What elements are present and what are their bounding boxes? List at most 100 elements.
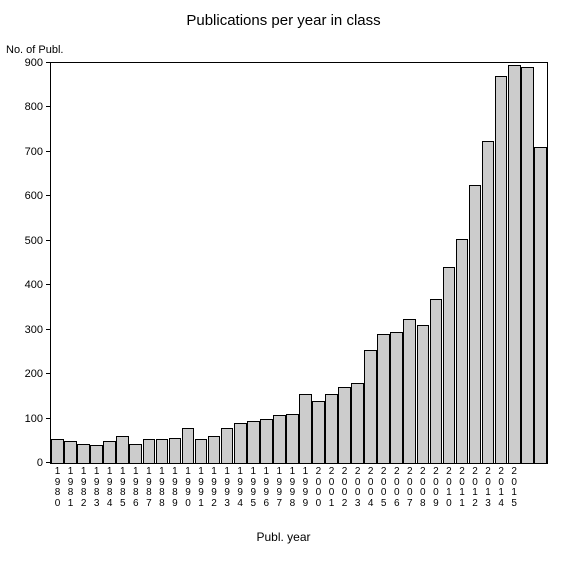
bar bbox=[469, 185, 482, 463]
y-tick-mark bbox=[46, 240, 51, 241]
x-tick-label: 1981 bbox=[64, 467, 77, 509]
x-label-cell: 2002 bbox=[338, 463, 351, 509]
x-label-cell: 2011 bbox=[455, 463, 468, 509]
bar bbox=[390, 332, 403, 463]
y-tick-label: 0 bbox=[37, 457, 51, 469]
x-tick-label: 1994 bbox=[234, 467, 247, 509]
x-label-cell: 1991 bbox=[195, 463, 208, 509]
x-label-cell: 2009 bbox=[429, 463, 442, 509]
x-label-cell: 1997 bbox=[273, 463, 286, 509]
y-tick-mark bbox=[46, 418, 51, 419]
x-axis-title: Publ. year bbox=[0, 530, 567, 544]
x-label-cell: 2010 bbox=[442, 463, 455, 509]
x-label-cell: 2006 bbox=[390, 463, 403, 509]
x-tick-label: 1983 bbox=[90, 467, 103, 509]
bar bbox=[430, 299, 443, 463]
x-label-cell: 1995 bbox=[247, 463, 260, 509]
x-label-cell: 2003 bbox=[351, 463, 364, 509]
bar bbox=[90, 445, 103, 463]
bar bbox=[534, 147, 547, 463]
bar bbox=[260, 419, 273, 463]
bar bbox=[273, 415, 286, 463]
bar bbox=[156, 439, 169, 463]
bar bbox=[403, 319, 416, 463]
x-tick-label: 1980 bbox=[51, 467, 64, 509]
x-tick-label: 1992 bbox=[208, 467, 221, 509]
y-axis-title: No. of Publ. bbox=[6, 44, 63, 56]
x-label-cell: 2007 bbox=[403, 463, 416, 509]
x-label-cell: 2008 bbox=[416, 463, 429, 509]
x-label-cell: 1990 bbox=[181, 463, 194, 509]
x-label-cell: 1988 bbox=[155, 463, 168, 509]
y-tick-label: 500 bbox=[25, 235, 51, 247]
x-tick-label: 2014 bbox=[495, 467, 508, 509]
x-label-cell: 1998 bbox=[286, 463, 299, 509]
bar bbox=[195, 439, 208, 463]
bar bbox=[208, 436, 221, 463]
x-label-cell: 2004 bbox=[364, 463, 377, 509]
bar bbox=[234, 423, 247, 463]
x-label-cell: 1982 bbox=[77, 463, 90, 509]
bar bbox=[417, 325, 430, 463]
x-label-cell: 2001 bbox=[325, 463, 338, 509]
x-label-cell: 2005 bbox=[377, 463, 390, 509]
bar bbox=[325, 394, 338, 463]
x-label-cell bbox=[521, 463, 534, 509]
bars-container bbox=[51, 63, 547, 463]
y-tick-label: 100 bbox=[25, 413, 51, 425]
x-label-cell: 2000 bbox=[312, 463, 325, 509]
x-label-cell: 1999 bbox=[299, 463, 312, 509]
bar bbox=[169, 438, 182, 463]
x-labels: 1980198119821983198419851986198719881989… bbox=[51, 463, 547, 509]
x-tick-label: 1991 bbox=[195, 467, 208, 509]
x-label-cell: 1983 bbox=[90, 463, 103, 509]
bar bbox=[182, 428, 195, 463]
x-label-cell: 1994 bbox=[234, 463, 247, 509]
bar bbox=[482, 141, 495, 463]
x-tick-label: 1985 bbox=[116, 467, 129, 509]
bar bbox=[64, 441, 77, 463]
bar bbox=[116, 436, 129, 463]
y-tick-label: 700 bbox=[25, 146, 51, 158]
x-tick-label: 2007 bbox=[403, 467, 416, 509]
x-tick-label: 1984 bbox=[103, 467, 116, 509]
x-label-cell: 1992 bbox=[208, 463, 221, 509]
x-label-cell: 1984 bbox=[103, 463, 116, 509]
x-tick-label: 2009 bbox=[429, 467, 442, 509]
x-tick-label: 1988 bbox=[155, 467, 168, 509]
x-label-cell: 2015 bbox=[508, 463, 521, 509]
y-tick-label: 400 bbox=[25, 279, 51, 291]
y-tick-mark bbox=[46, 62, 51, 63]
x-label-cell: 1987 bbox=[142, 463, 155, 509]
bar bbox=[377, 334, 390, 463]
y-tick-label: 300 bbox=[25, 324, 51, 336]
x-tick-label: 2000 bbox=[312, 467, 325, 509]
x-tick-label: 1998 bbox=[286, 467, 299, 509]
x-tick-label: 1995 bbox=[247, 467, 260, 509]
x-label-cell: 2014 bbox=[495, 463, 508, 509]
bar bbox=[103, 441, 116, 463]
x-tick-label: 1986 bbox=[129, 467, 142, 509]
x-label-cell: 1993 bbox=[221, 463, 234, 509]
y-tick-label: 200 bbox=[25, 368, 51, 380]
y-tick-mark bbox=[46, 373, 51, 374]
x-label-cell: 2013 bbox=[482, 463, 495, 509]
y-tick-mark bbox=[46, 284, 51, 285]
x-tick-label: 2013 bbox=[482, 467, 495, 509]
bar bbox=[286, 414, 299, 463]
x-tick-label: 2011 bbox=[455, 467, 468, 509]
x-tick-label: 1990 bbox=[181, 467, 194, 509]
x-label-cell: 2012 bbox=[469, 463, 482, 509]
x-tick-label: 2015 bbox=[508, 467, 521, 509]
bar bbox=[351, 383, 364, 463]
x-tick-label: 2010 bbox=[442, 467, 455, 509]
x-tick-label: 2012 bbox=[469, 467, 482, 509]
x-label-cell bbox=[534, 463, 547, 509]
x-label-cell: 1996 bbox=[260, 463, 273, 509]
x-tick-label: 2002 bbox=[338, 467, 351, 509]
bar bbox=[521, 67, 534, 463]
x-tick-label: 2005 bbox=[377, 467, 390, 509]
x-label-cell: 1981 bbox=[64, 463, 77, 509]
x-tick-label: 1993 bbox=[221, 467, 234, 509]
bar bbox=[77, 444, 90, 463]
